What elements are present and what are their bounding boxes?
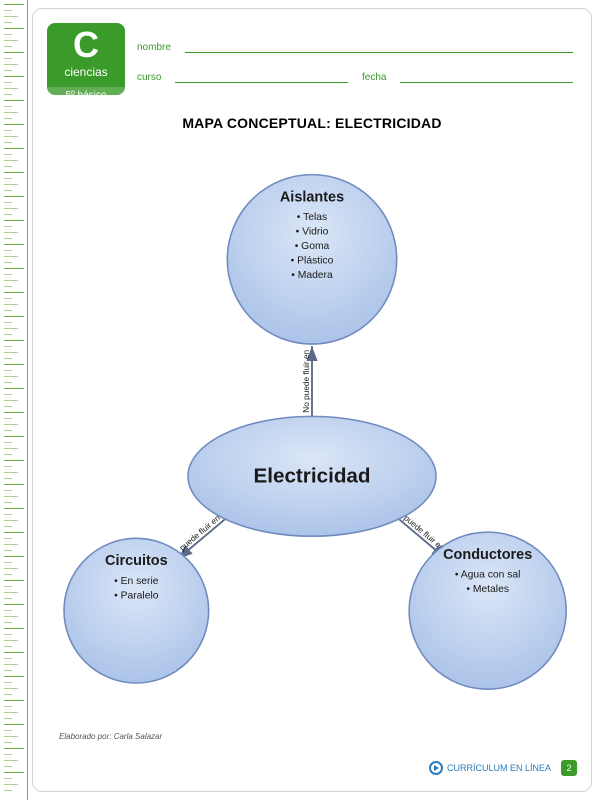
svg-text:• Vidrio: • Vidrio <box>296 227 329 238</box>
svg-text:puede fluir en: puede fluir en <box>402 513 446 552</box>
play-icon <box>429 761 443 775</box>
svg-text:• Goma: • Goma <box>295 241 330 252</box>
svg-text:• Agua con sal: • Agua con sal <box>455 570 521 581</box>
svg-text:Circuitos: Circuitos <box>105 553 168 569</box>
date-input-line[interactable] <box>400 69 573 83</box>
page-title: MAPA CONCEPTUAL: ELECTRICIDAD <box>33 115 591 131</box>
ruler-decoration <box>0 0 28 800</box>
svg-text:• Paralelo: • Paralelo <box>114 590 159 601</box>
svg-text:Electricidad: Electricidad <box>253 465 370 488</box>
svg-text:• Plástico: • Plástico <box>291 255 334 266</box>
subject-tab: C ciencias 5º básico <box>47 23 125 95</box>
brand-name: CURRÍCULUM EN LÍNEA <box>447 763 551 773</box>
svg-text:• En serie: • En serie <box>114 576 159 587</box>
credit-text: Elaborado por: Carla Salazar <box>59 732 162 741</box>
date-label: fecha <box>362 72 386 83</box>
svg-text:• Madera: • Madera <box>291 270 333 281</box>
name-label: nombre <box>137 42 171 53</box>
concept-map: No puede fluir en puede fluir en puede flu… <box>33 139 591 731</box>
concept-map-svg: No puede fluir en puede fluir en puede flu… <box>33 139 591 731</box>
subject-letter: C <box>47 27 125 63</box>
svg-text:• Metales: • Metales <box>466 584 509 595</box>
course-label: curso <box>137 72 161 83</box>
worksheet-page: C ciencias 5º básico nombre curso fecha … <box>32 8 592 792</box>
svg-text:No puede fluir en: No puede fluir en <box>302 349 311 412</box>
page-number: 2 <box>561 760 577 776</box>
name-input-line[interactable] <box>185 39 573 53</box>
brand-logo: CURRÍCULUM EN LÍNEA <box>429 761 551 775</box>
svg-text:• Telas: • Telas <box>297 212 327 223</box>
header-fields: nombre curso fecha <box>137 31 573 83</box>
course-input-line[interactable] <box>175 69 348 83</box>
svg-text:puede fluir en: puede fluir en <box>178 513 222 552</box>
grade-level: 5º básico <box>47 87 125 104</box>
svg-text:Aislantes: Aislantes <box>280 189 344 205</box>
subject-name: ciencias <box>47 65 125 79</box>
svg-text:Conductores: Conductores <box>443 547 532 563</box>
page-footer: CURRÍCULUM EN LÍNEA 2 <box>33 755 591 781</box>
